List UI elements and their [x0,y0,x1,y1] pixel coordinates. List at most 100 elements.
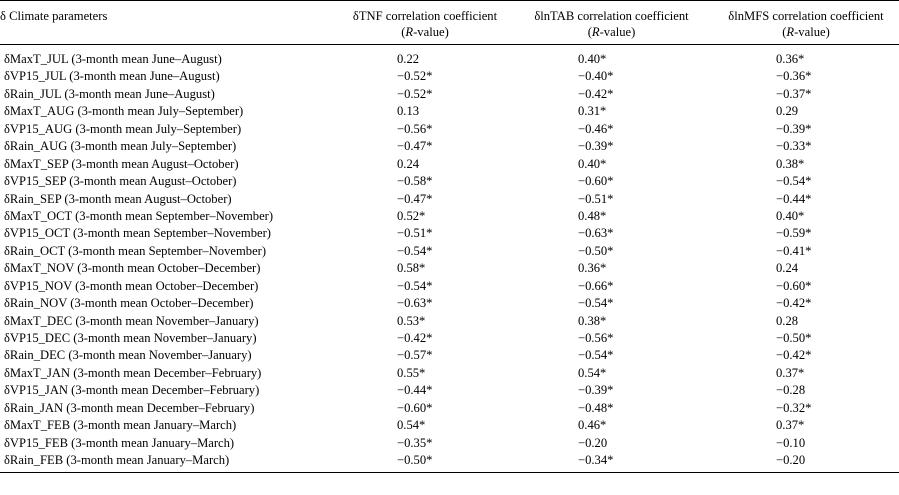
cell-mfs-r-value: −0.41* [776,243,812,258]
table-row: δRain_SEP (3-month mean August–October) −… [0,191,899,208]
cell-tnf-r-value-cell: −0.50* [340,452,510,473]
table-row: δRain_AUG (3-month mean July–September) −… [0,138,899,155]
cell-tab-r-value-cell: −0.46* [510,121,713,138]
cell-tnf-r-value-cell: −0.63* [340,295,510,312]
table-row: δMaxT_OCT (3-month mean September–Novemb… [0,208,899,225]
cell-climate-parameter: δVP15_JAN (3-month mean December–Februar… [4,383,260,398]
cell-mfs-r-value-cell: −0.33* [713,138,899,155]
cell-tnf-r-value-cell: −0.47* [340,191,510,208]
header-tnf-subtitle: (R-value) [340,24,510,40]
cell-mfs-r-value-cell: 0.24 [713,260,899,277]
cell-mfs-r-value-cell: −0.41* [713,243,899,260]
cell-climate-parameter: δRain_JUL (3-month mean June–August) [4,86,215,101]
table-row: δVP15_JAN (3-month mean December–Februar… [0,382,899,399]
cell-mfs-r-value-cell: −0.59* [713,225,899,242]
header-tnf-title: δTNF correlation coefficient [352,9,498,23]
cell-climate-parameter: δRain_DEC (3-month mean November–January… [4,348,252,363]
table-row: δVP15_JUL (3-month mean June–August) −0.5… [0,68,899,85]
cell-tab-r-value-cell: −0.60* [510,173,713,190]
cell-tab-r-value-cell: −0.56* [510,330,713,347]
cell-climate-parameter: δVP15_NOV (3-month mean October–December… [4,278,259,293]
cell-tnf-r-value-cell: −0.54* [340,278,510,295]
cell-tnf-r-value: 0.13 [397,104,420,119]
cell-mfs-r-value-cell: 0.36* [713,45,899,69]
cell-climate-parameter: δRain_OCT (3-month mean September–Novemb… [4,243,267,258]
cell-tnf-r-value: −0.50* [397,453,433,468]
cell-mfs-r-value: −0.42* [776,348,812,363]
cell-tab-r-value: −0.40* [578,69,614,84]
climate-correlation-table: δ Climate parameters δTNF correlation co… [0,0,899,473]
cell-tnf-r-value-cell: −0.58* [340,173,510,190]
cell-tab-r-value: −0.39* [578,139,614,154]
cell-mfs-r-value-cell: −0.44* [713,191,899,208]
cell-tab-r-value-cell: −0.63* [510,225,713,242]
cell-climate-parameter: δMaxT_FEB (3-month mean January–March) [4,418,237,433]
cell-climate-parameter: δMaxT_AUG (3-month mean July–September) [4,104,244,119]
cell-tnf-r-value-cell: −0.42* [340,330,510,347]
table-row: δRain_NOV (3-month mean October–December… [0,295,899,312]
cell-tab-r-value-cell: 0.40* [510,156,713,173]
cell-mfs-r-value: 0.28 [776,313,799,328]
cell-mfs-r-value-cell: −0.39* [713,121,899,138]
cell-tab-r-value-cell: −0.66* [510,278,713,295]
cell-tab-r-value-cell: 0.54* [510,365,713,382]
table-row: δMaxT_NOV (3-month mean October–December… [0,260,899,277]
cell-tnf-r-value: −0.63* [397,296,433,311]
cell-mfs-r-value: −0.33* [776,139,812,154]
cell-tnf-r-value-cell: −0.51* [340,225,510,242]
cell-climate-parameter: δMaxT_SEP (3-month mean August–October) [4,156,239,171]
cell-mfs-r-value-cell: −0.32* [713,400,899,417]
cell-tnf-r-value: −0.58* [397,174,433,189]
cell-mfs-r-value: 0.37* [776,418,805,433]
cell-tnf-r-value-cell: −0.47* [340,138,510,155]
header-mfs: δlnMFS correlation coefficient (R-value) [713,0,899,45]
cell-mfs-r-value: 0.38* [776,156,805,171]
cell-tnf-r-value: −0.47* [397,139,433,154]
cell-mfs-r-value-cell: −0.54* [713,173,899,190]
cell-climate-parameter: δMaxT_JUL (3-month mean June–August) [4,52,222,67]
table-row: δVP15_NOV (3-month mean October–December… [0,278,899,295]
cell-mfs-r-value: −0.32* [776,400,812,415]
cell-tnf-r-value: −0.51* [397,226,433,241]
cell-mfs-r-value-cell: −0.42* [713,347,899,364]
cell-mfs-r-value: 0.29 [776,104,799,119]
cell-tnf-r-value-cell: −0.54* [340,243,510,260]
cell-tnf-r-value: 0.24 [397,156,420,171]
cell-tnf-r-value: −0.60* [397,400,433,415]
cell-tnf-r-value: −0.52* [397,86,433,101]
table-body: δMaxT_JUL (3-month mean June–August) 0.22… [0,45,899,473]
cell-tnf-r-value: −0.47* [397,191,433,206]
cell-mfs-r-value-cell: −0.37* [713,86,899,103]
cell-tnf-r-value-cell: 0.52* [340,208,510,225]
cell-mfs-r-value: −0.44* [776,191,812,206]
cell-tab-r-value: −0.66* [578,278,614,293]
cell-climate-parameter: δRain_JAN (3-month mean December–Februar… [4,400,255,415]
table-row: δMaxT_AUG (3-month mean July–September) 0… [0,103,899,120]
cell-tnf-r-value-cell: −0.57* [340,347,510,364]
cell-tnf-r-value-cell: −0.44* [340,382,510,399]
cell-tab-r-value: −0.54* [578,348,614,363]
header-mfs-subtitle: (R-value) [713,24,899,40]
cell-tnf-r-value: −0.56* [397,121,433,136]
cell-tab-r-value: −0.34* [578,453,614,468]
cell-tnf-r-value-cell: 0.13 [340,103,510,120]
cell-tab-r-value: 0.40* [578,156,607,171]
cell-climate-parameter: δRain_AUG (3-month mean July–September) [4,139,237,154]
cell-tnf-r-value: −0.42* [397,331,433,346]
cell-tnf-r-value: 0.52* [397,208,426,223]
cell-mfs-r-value-cell: 0.28 [713,313,899,330]
cell-mfs-r-value: −0.60* [776,278,812,293]
table-row: δMaxT_FEB (3-month mean January–March) 0.… [0,417,899,434]
cell-tab-r-value: −0.46* [578,121,614,136]
cell-tnf-r-value: 0.58* [397,261,426,276]
cell-mfs-r-value-cell: −0.20 [713,452,899,473]
cell-tnf-r-value-cell: 0.53* [340,313,510,330]
cell-climate-parameter: δVP15_DEC (3-month mean November–January… [4,331,257,346]
cell-mfs-r-value-cell: −0.36* [713,68,899,85]
header-mfs-r: R [786,25,795,39]
cell-climate-parameter: δVP15_FEB (3-month mean January–March) [4,435,235,450]
cell-tab-r-value: 0.54* [578,365,607,380]
cell-mfs-r-value: 0.40* [776,208,805,223]
cell-climate-parameter: δMaxT_NOV (3-month mean October–December… [4,261,261,276]
